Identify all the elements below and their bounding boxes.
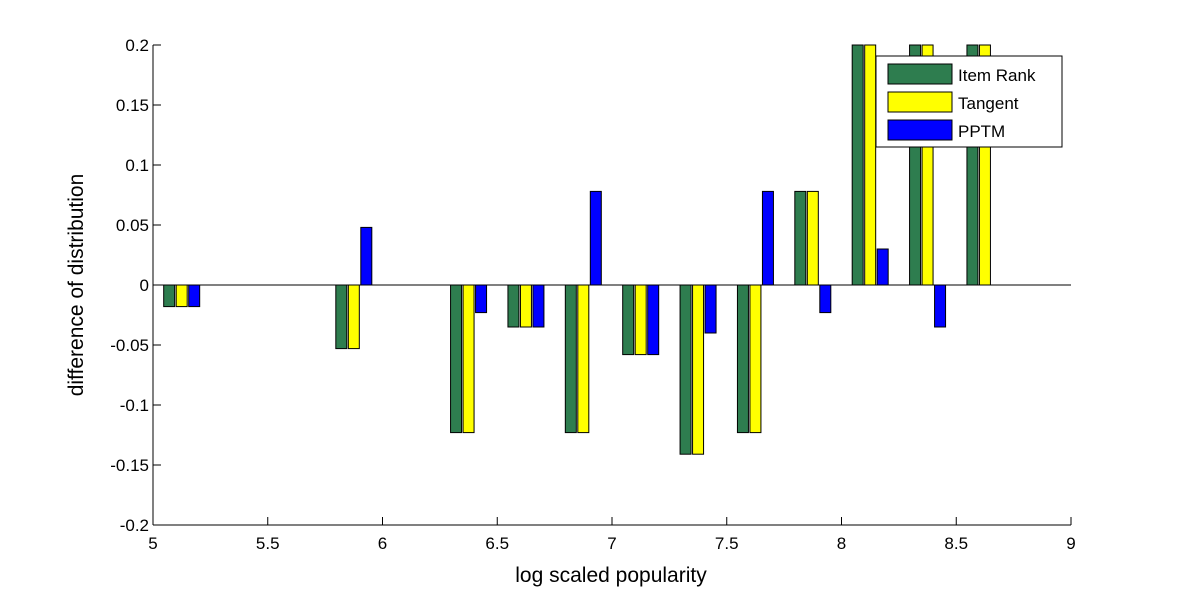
y-tick-label: 0.05 xyxy=(116,216,149,235)
bar-tangent-9 xyxy=(864,44,877,286)
bar-tangent-6 xyxy=(692,284,705,455)
bar-item-rank-0 xyxy=(163,284,176,308)
legend-label: Tangent xyxy=(958,94,1019,113)
y-tick-label: 0.15 xyxy=(116,96,149,115)
x-tick-label: 7 xyxy=(607,534,616,553)
bar-item-rank-3 xyxy=(507,284,520,328)
bar-pptm-2 xyxy=(475,284,488,314)
y-tick-label: -0.2 xyxy=(120,516,149,535)
legend-swatch xyxy=(887,63,953,85)
bar-tangent-4 xyxy=(577,284,590,434)
legend-label: PPTM xyxy=(958,122,1005,141)
x-tick-label: 9 xyxy=(1066,534,1075,553)
bar-pptm-8 xyxy=(819,284,832,314)
bar-pptm-3 xyxy=(532,284,545,328)
y-tick-label: 0 xyxy=(140,276,149,295)
bar-tangent-3 xyxy=(519,284,532,328)
axes-layer: 5 5.5 6 6.5 7 7.5 8 8.5 9 -0.2 -0.15 -0.1 -0.05 0 0.05… xyxy=(110,36,1075,553)
bar-tangent-7 xyxy=(749,284,762,434)
bar-item-rank-1 xyxy=(335,284,348,350)
y-tick-label: 0.2 xyxy=(125,36,149,55)
bar-pptm-6 xyxy=(704,284,717,334)
bar-pptm-4 xyxy=(589,190,602,286)
bar-pptm-9 xyxy=(876,248,889,286)
bar-item-rank-6 xyxy=(679,284,692,455)
bar-item-rank-4 xyxy=(564,284,577,434)
bar-tangent-5 xyxy=(634,284,647,356)
legend-label: Item Rank xyxy=(958,66,1036,85)
bar-item-rank-5 xyxy=(622,284,635,356)
x-tick-label: 5.5 xyxy=(256,534,280,553)
legend: Item Rank Tangent PPTM xyxy=(875,55,1063,148)
bar-item-rank-9 xyxy=(851,44,864,286)
x-tick-label: 7.5 xyxy=(715,534,739,553)
legend-swatch xyxy=(887,91,953,113)
bar-tangent-2 xyxy=(462,284,475,434)
x-tick-label: 5 xyxy=(148,534,157,553)
x-tick-label: 8 xyxy=(837,534,846,553)
bar-tangent-0 xyxy=(175,284,188,308)
bar-pptm-7 xyxy=(761,190,774,286)
legend-swatch xyxy=(887,119,953,141)
y-tick-label: -0.15 xyxy=(110,456,149,475)
bar-pptm-5 xyxy=(647,284,660,356)
bar-item-rank-8 xyxy=(794,190,807,286)
y-tick-label: -0.1 xyxy=(120,396,149,415)
bars-layer xyxy=(163,44,991,455)
bar-item-rank-2 xyxy=(450,284,463,434)
bar-tangent-1 xyxy=(347,284,360,350)
bar-tangent-8 xyxy=(806,190,819,286)
bar-pptm-1 xyxy=(360,226,373,286)
y-tick-label: 0.1 xyxy=(125,156,149,175)
x-tick-label: 6 xyxy=(378,534,387,553)
bar-pptm-0 xyxy=(188,284,201,308)
y-axis-label: difference of distribution xyxy=(65,174,88,397)
bar-pptm-10 xyxy=(934,284,947,328)
y-tick-label: -0.05 xyxy=(110,336,149,355)
x-tick-label: 8.5 xyxy=(944,534,968,553)
x-axis-label: log scaled popularity xyxy=(515,564,707,587)
bar-item-rank-7 xyxy=(736,284,749,434)
x-tick-label: 6.5 xyxy=(485,534,509,553)
